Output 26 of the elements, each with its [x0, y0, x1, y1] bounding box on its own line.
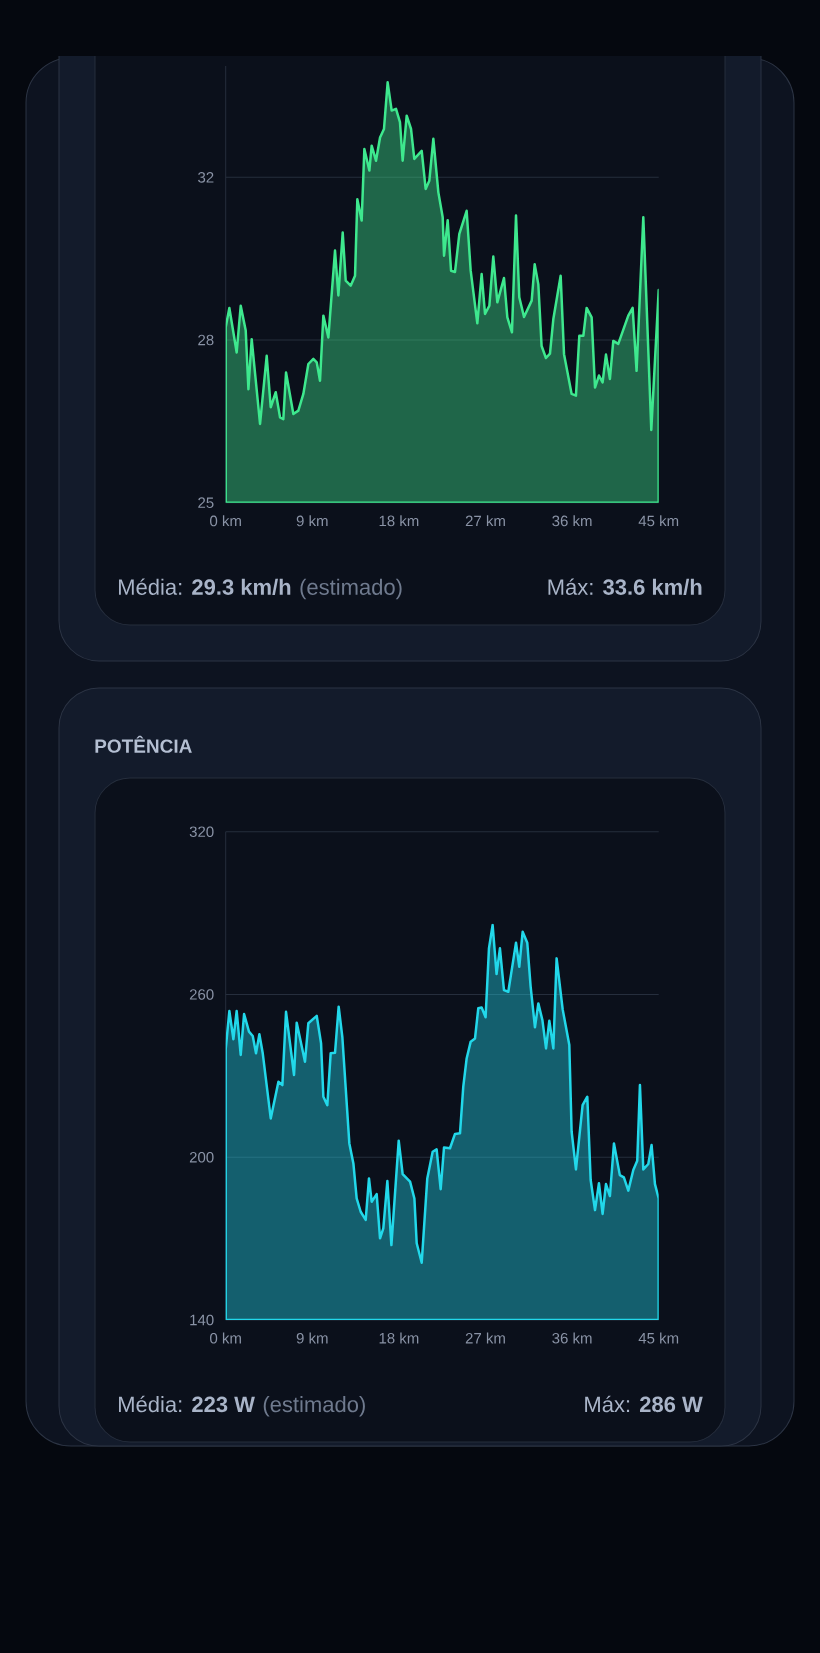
y-tick-label: 28 [198, 334, 214, 346]
text: (estimado) [300, 578, 402, 600]
y-tick-label: 140 [190, 1314, 214, 1326]
text: Média: 29.3 km/h [119, 578, 291, 596]
x-tick-label: 9 km [296, 1332, 328, 1344]
text: Média: 223 W [119, 1395, 255, 1413]
x-tick-label: 18 km [379, 1332, 419, 1344]
x-tick-label: 45 km [638, 515, 679, 527]
text: (estimado) [263, 1396, 365, 1417]
x-tick-label: 0 km [210, 1332, 241, 1344]
x-tick-label: 18 km [379, 515, 419, 527]
y-tick-label: 320 [189, 826, 214, 837]
x-tick-label: 36 km [552, 1332, 592, 1344]
y-tick-label: 260 [189, 989, 214, 1000]
x-tick-label: 9 km [296, 515, 328, 527]
text: Máx: 33.6 km/h [548, 578, 702, 596]
chart-title: POTÊNCIA [95, 735, 192, 753]
y-tick-label: 25 [198, 497, 214, 508]
x-tick-label: 45 km [638, 1332, 679, 1344]
x-tick-label: 0 km [210, 515, 241, 527]
text: Máx: 286 W [585, 1395, 703, 1413]
y-tick-label: 200 [189, 1151, 214, 1163]
x-tick-label: 27 km [465, 1332, 505, 1344]
y-tick-label: 32 [198, 172, 214, 183]
x-tick-label: 27 km [465, 515, 505, 527]
x-tick-label: 36 km [552, 515, 592, 527]
